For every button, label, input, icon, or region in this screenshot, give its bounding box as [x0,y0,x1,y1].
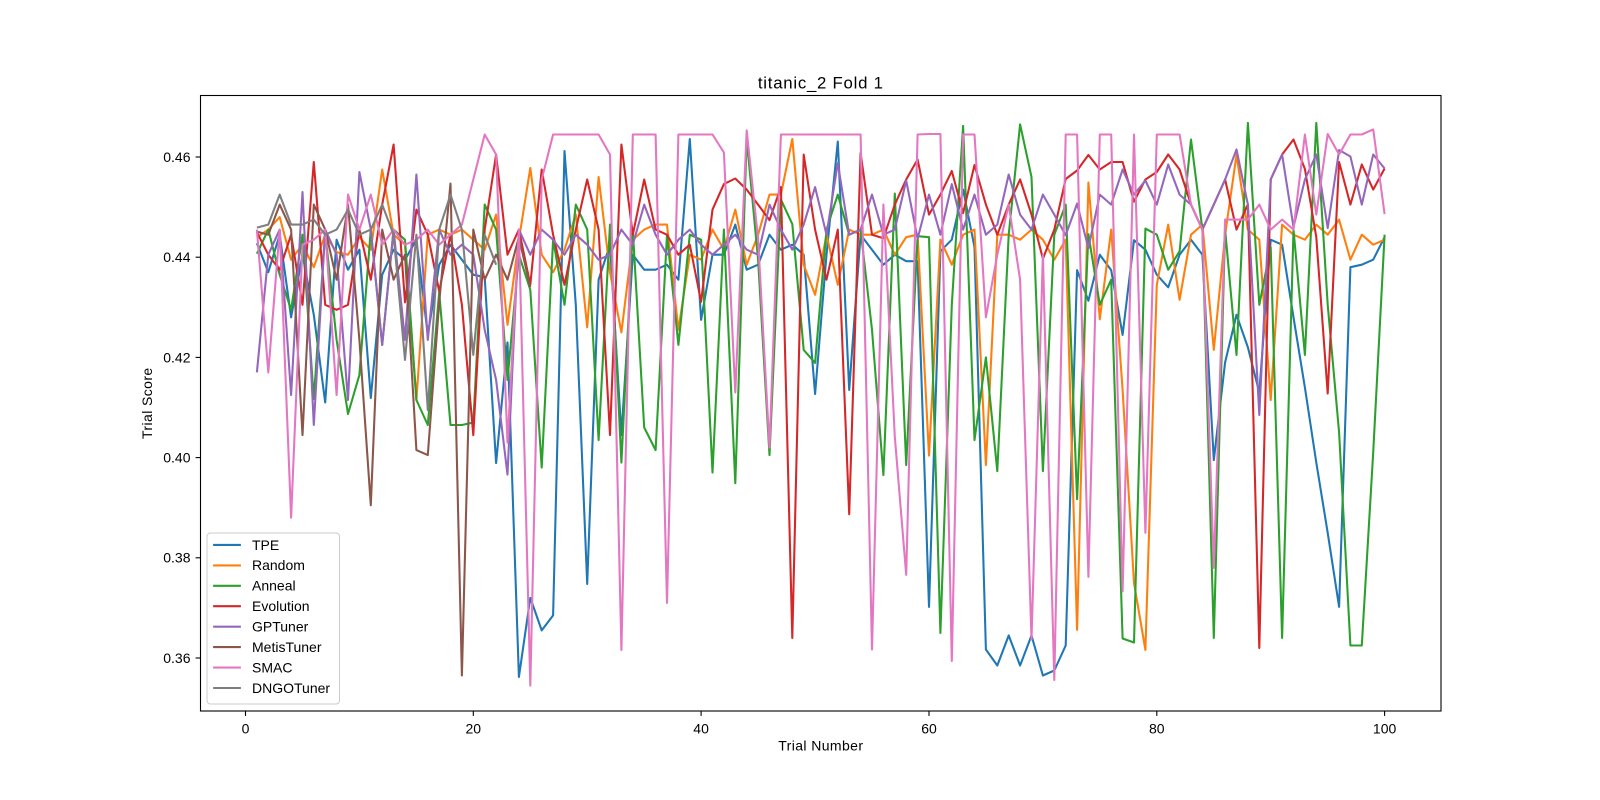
svg-text:MetisTuner: MetisTuner [252,639,322,655]
svg-text:0.40: 0.40 [163,450,190,466]
svg-text:TPE: TPE [252,537,279,553]
svg-text:40: 40 [693,721,709,737]
svg-text:0.42: 0.42 [163,349,190,365]
svg-text:GPTuner: GPTuner [252,619,309,635]
svg-text:100: 100 [1373,721,1397,737]
svg-text:Trial Score: Trial Score [139,367,155,439]
svg-text:0: 0 [242,721,250,737]
svg-text:Random: Random [252,557,305,573]
svg-text:Anneal: Anneal [252,578,296,594]
svg-text:0.38: 0.38 [163,550,190,566]
svg-text:0.44: 0.44 [163,249,190,265]
svg-text:DNGOTuner: DNGOTuner [252,680,330,696]
svg-text:0.46: 0.46 [163,149,190,165]
svg-text:Evolution: Evolution [252,598,310,614]
svg-text:0.36: 0.36 [163,650,190,666]
svg-text:20: 20 [466,721,482,737]
svg-text:Trial Number: Trial Number [778,738,863,754]
svg-text:60: 60 [921,721,937,737]
svg-text:titanic_2 Fold 1: titanic_2 Fold 1 [758,74,884,93]
svg-text:SMAC: SMAC [252,660,292,676]
svg-text:80: 80 [1149,721,1165,737]
